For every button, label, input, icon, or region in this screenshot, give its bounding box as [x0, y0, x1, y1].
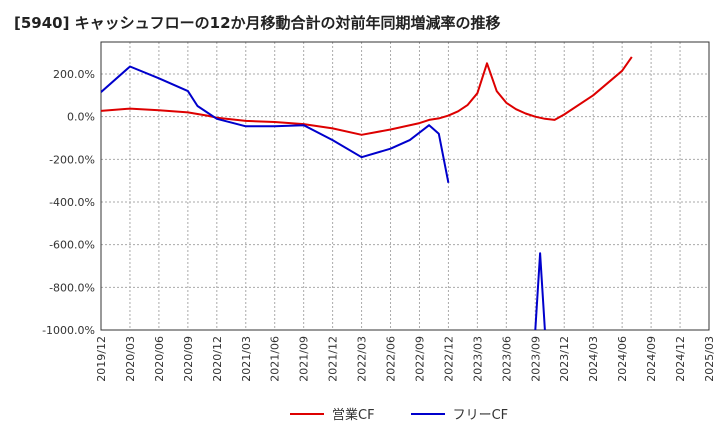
legend-label-free-cf: フリーCF — [452, 408, 509, 423]
x-tick-label: 2022/09 — [413, 336, 426, 382]
chart-title: [5940] キャッシュフローの12か月移動合計の対前年同期増減率の推移 — [14, 14, 501, 32]
x-tick-label: 2023/09 — [529, 336, 542, 382]
x-tick-label: 2024/09 — [645, 336, 658, 382]
x-tick-label: 2022/12 — [442, 336, 455, 382]
y-tick-label: 200.0% — [53, 68, 95, 81]
y-tick-label: -800.0% — [49, 281, 95, 294]
x-tick-label: 2021/12 — [327, 336, 340, 382]
x-tick-label: 2020/12 — [211, 336, 224, 382]
x-tick-label: 2020/03 — [124, 336, 137, 382]
y-tick-label: -600.0% — [49, 239, 95, 252]
legend-item-free-cf: フリーCF — [410, 404, 509, 423]
plot-area — [100, 41, 710, 331]
legend-swatch-operating-cf — [290, 412, 324, 415]
x-tick-label: 2021/09 — [298, 336, 311, 382]
x-tick-label: 2024/06 — [616, 336, 629, 382]
x-tick-label: 2021/06 — [269, 336, 282, 382]
plot-frame — [100, 41, 710, 331]
x-tick-label: 2024/12 — [674, 336, 687, 382]
x-tick-label: 2019/12 — [95, 336, 108, 382]
y-tick-label: 0.0% — [67, 111, 95, 124]
x-tick-label: 2023/06 — [500, 336, 513, 382]
x-tick-label: 2022/03 — [356, 336, 369, 382]
series-line-free-cf-1 — [534, 252, 546, 330]
legend: 営業CF フリーCF — [290, 404, 508, 423]
x-tick-label: 2020/06 — [153, 336, 166, 382]
x-tick-label: 2021/03 — [240, 336, 253, 382]
x-tick-label: 2022/06 — [385, 336, 398, 382]
x-tick-label: 2024/03 — [587, 336, 600, 382]
x-tick-label: 2023/12 — [558, 336, 571, 382]
x-tick-label: 2023/03 — [471, 336, 484, 382]
x-tick-label: 2025/03 — [703, 336, 716, 382]
legend-label-operating-cf: 営業CF — [332, 408, 375, 423]
x-tick-label: 2020/09 — [182, 336, 195, 382]
legend-swatch-free-cf — [410, 412, 445, 415]
legend-item-operating-cf: 営業CF — [290, 404, 375, 423]
y-tick-label: -1000.0% — [42, 324, 95, 337]
series-line-free-cf-0 — [101, 65, 450, 183]
y-tick-label: -400.0% — [49, 196, 95, 209]
y-tick-label: -200.0% — [49, 153, 95, 166]
